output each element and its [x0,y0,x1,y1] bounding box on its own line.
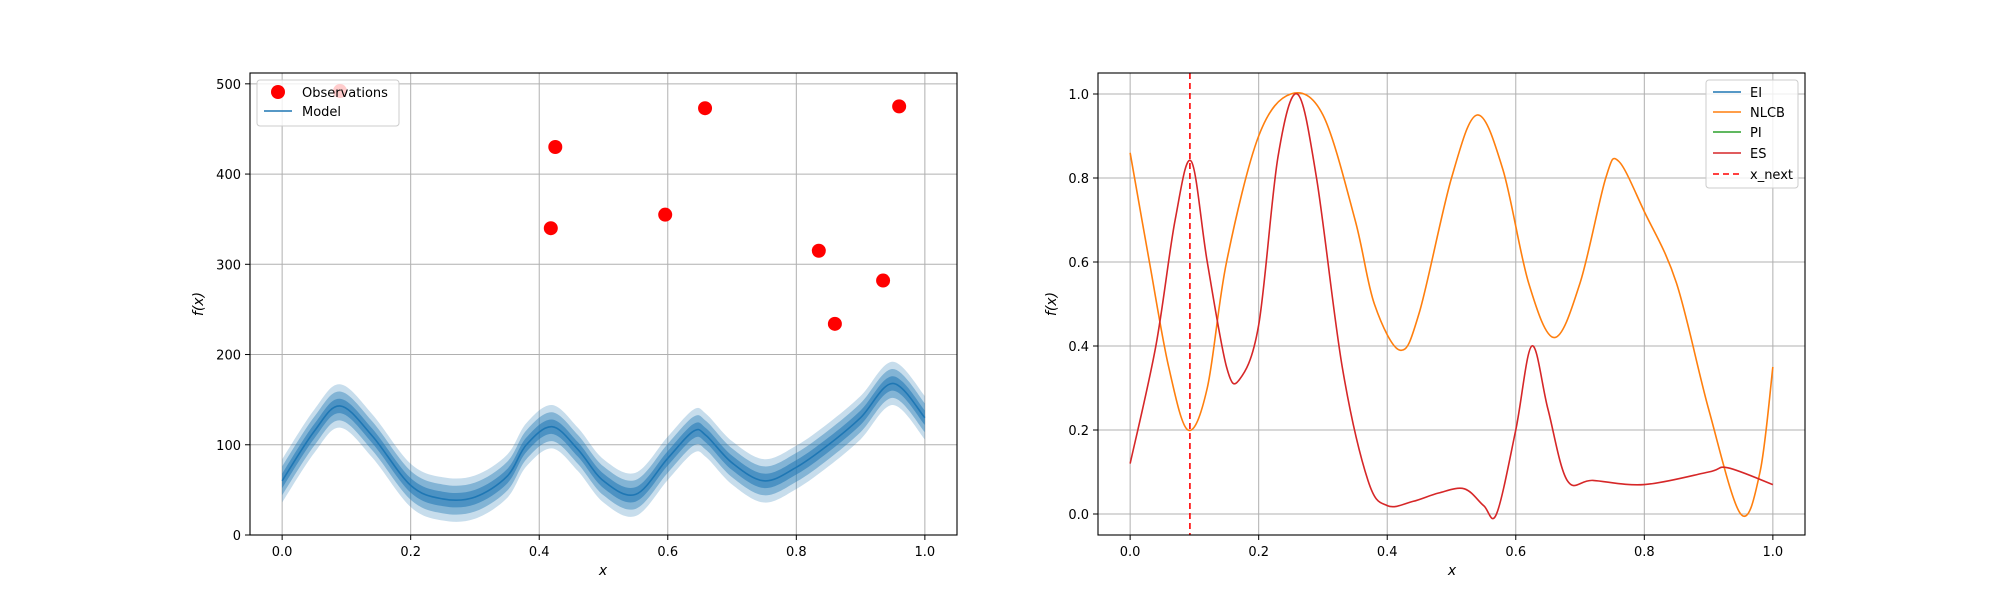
x-axis-label: x [1447,563,1457,579]
x-tick-label: 1.0 [915,545,936,560]
x-tick-label: 0.6 [1505,545,1526,560]
y-tick-label: 0.4 [1068,340,1089,355]
model-mean-line [281,382,926,501]
observation-point [658,207,673,222]
x-tick-label: 1.0 [1763,545,1784,560]
x-tick-label: 0.8 [786,545,807,560]
y-tick-label: 1.0 [1068,88,1089,103]
legend-box [256,79,400,127]
legend: EI NLCB PI ES x_next [1705,79,1799,189]
legend-observations-marker [271,85,285,99]
y-ticks: 0.0 0.2 0.4 0.6 0.8 1.0 [1068,88,1098,523]
legend-x-next-label: x_next [1750,168,1793,183]
observation-point [892,99,907,114]
observation-point [548,139,563,154]
grid [1098,73,1805,535]
model-band [282,376,925,508]
nlcb-line [1129,92,1774,517]
legend-pi-label: PI [1750,126,1762,141]
y-tick-label: 100 [216,439,241,454]
y-tick-label: 200 [216,349,241,364]
x-tick-label: 0.2 [400,545,421,560]
x-axis-label: x [598,563,608,579]
axes-frame [1097,72,1806,536]
x-tick-label: 0.4 [529,545,550,560]
y-axis-label: f(x) [191,292,207,316]
y-tick-label: 400 [216,168,241,183]
acquisition-chart: 0.0 0.2 0.4 0.6 0.8 1.0 0.00.20.40.60.81.0 x … [1044,72,1806,579]
legend-ei-label: EI [1750,86,1762,101]
legend-observations-label: Observations [302,86,388,101]
legend-model-label: Model [302,105,341,120]
x-tick-label: 0.8 [1634,545,1655,560]
observation-point [811,243,826,258]
x-ticks: 0.0 0.2 0.4 0.6 0.8 1.0 [1120,535,1783,560]
observation-point [827,316,842,331]
observation-point [543,221,558,236]
legend-es-label: ES [1750,147,1766,162]
y-tick-label: 0 [233,529,241,544]
observation-points [332,84,907,331]
legend-box [1705,79,1799,189]
y-tick-label: 0.0 [1068,508,1089,523]
x-ticks: 0.0 0.2 0.4 0.6 0.8 1.0 [272,535,935,560]
x-tick-label: 0.0 [272,545,293,560]
y-tick-label: 0.2 [1068,424,1089,439]
legend-nlcb-label: NLCB [1750,106,1785,121]
y-axis-label: f(x) [1044,292,1060,316]
y-tick-label: 0.8 [1068,172,1089,187]
x-tick-label: 0.2 [1248,545,1269,560]
observation-point [876,273,891,288]
x-tick-label: 0.4 [1377,545,1398,560]
legend: Observations Model [256,79,400,127]
observation-point [698,101,713,116]
x-tick-label: 0.0 [1120,545,1141,560]
axes-frame [249,72,958,536]
x-tick-label: 0.6 [657,545,678,560]
model-chart: 0.0 0.2 0.4 0.6 0.8 1.0 0 100 200 300 400 500 x f(… [191,72,958,579]
es-line [1129,93,1774,520]
y-tick-label: 0.6 [1068,256,1089,271]
model-confidence-bands [282,361,925,522]
y-ticks: 0 100 200 300 400 500 [216,78,250,544]
y-tick-label: 300 [216,258,241,273]
y-tick-label: 500 [216,78,241,93]
